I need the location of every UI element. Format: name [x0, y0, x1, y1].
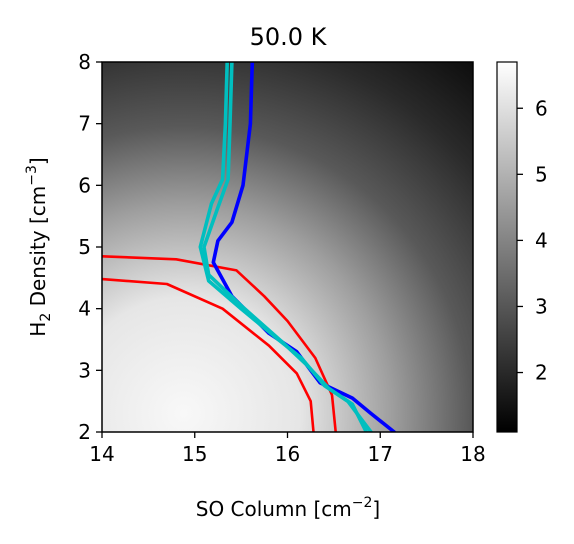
y-tick-label: 4 [78, 297, 91, 321]
heatmap-image [102, 62, 473, 432]
x-tick-label: 18 [460, 442, 485, 466]
colorbar-tick-label: 4 [535, 228, 548, 252]
y-tick-label: 6 [78, 173, 91, 197]
y-tick-label: 2 [78, 420, 91, 444]
y-axis-label: H2 Density [cm−3] [24, 157, 54, 336]
x-tick-label: 16 [275, 442, 300, 466]
contour-line-4 [202, 62, 369, 432]
x-axis-label-main: SO Column [cm [196, 497, 352, 521]
colorbar-tick-label: 6 [535, 96, 548, 120]
y-axis-label-a: H [26, 322, 50, 337]
plot-area [101, 61, 474, 433]
colorbar-gradient [496, 61, 518, 433]
y-axis-label-sup: −3 [24, 165, 40, 186]
x-axis-label: SO Column [cm−2] [196, 495, 380, 521]
contour-line-0 [102, 277, 315, 432]
y-axis: 2 3 4 5 6 7 8 [78, 50, 102, 444]
colorbar-tick-label: 3 [535, 294, 548, 318]
colorbar: 2 3 4 5 6 [496, 61, 548, 433]
contour-layer [102, 62, 396, 432]
x-tick-label: 15 [182, 442, 207, 466]
y-tick-label: 7 [78, 112, 91, 136]
colorbar-tick-label: 5 [535, 162, 548, 186]
chart-title: 50.0 K [250, 23, 328, 51]
y-tick-label: 5 [78, 235, 91, 259]
x-axis-label-sup: −2 [352, 495, 373, 511]
y-axis-label-sub: 2 [38, 313, 54, 322]
y-axis-label-b: Density [cm [26, 186, 50, 313]
x-axis-label-end: ] [372, 497, 380, 521]
y-tick-label: 3 [78, 358, 91, 382]
y-tick-label: 8 [78, 50, 91, 74]
colorbar-ticks: 2 3 4 5 6 [517, 96, 548, 385]
x-tick-label: 17 [368, 442, 393, 466]
x-tick-label: 14 [89, 442, 114, 466]
colorbar-tick-label: 2 [535, 361, 548, 385]
y-axis-label-end: ] [26, 157, 50, 165]
x-axis: 14 15 16 17 18 [89, 432, 486, 466]
